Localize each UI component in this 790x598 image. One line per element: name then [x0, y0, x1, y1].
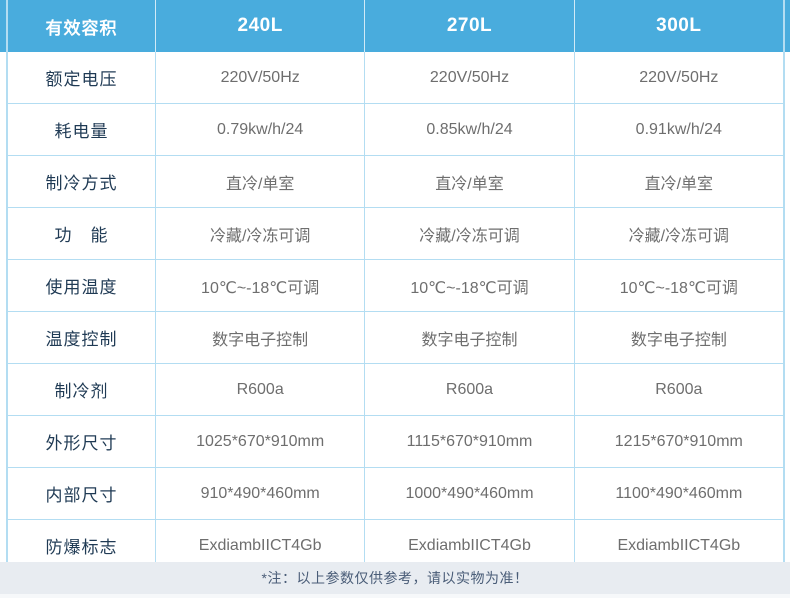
row-value: 0.79kw/h/24: [155, 104, 364, 155]
row-label: 功 能: [54, 226, 109, 245]
row-value: 数字电子控制: [573, 312, 783, 363]
row-value: 直冷/单室: [364, 156, 573, 207]
row-value: 10℃~-18℃可调: [155, 260, 364, 311]
row-value: R600a: [364, 364, 573, 415]
row-value: 冷藏/冷冻可调: [155, 208, 364, 259]
row-value: 10℃~-18℃可调: [364, 260, 573, 311]
header-col-300l: 300L: [573, 0, 783, 52]
row-value: 1115*670*910mm: [364, 416, 573, 467]
row-value: 910*490*460mm: [155, 468, 364, 519]
row-value: ExdiambIICT4Gb: [155, 520, 364, 571]
row-label: 耗电量: [54, 122, 109, 141]
row-value: 220V/50Hz: [573, 52, 783, 103]
table-row: 额定电压 220V/50Hz 220V/50Hz 220V/50Hz: [8, 52, 783, 103]
row-label: 额定电压: [45, 70, 118, 89]
table-row: 制冷剂 R600a R600a R600a: [8, 363, 783, 415]
row-value: 冷藏/冷冻可调: [573, 208, 783, 259]
row-value: 1100*490*460mm: [573, 468, 783, 519]
row-value: 1215*670*910mm: [573, 416, 783, 467]
table-row: 外形尺寸 1025*670*910mm 1115*670*910mm 1215*670…: [8, 415, 783, 467]
row-value: 1025*670*910mm: [155, 416, 364, 467]
row-value: R600a: [573, 364, 783, 415]
row-value: 1000*490*460mm: [364, 468, 573, 519]
table-row: 制冷方式 直冷/单室 直冷/单室 直冷/单室: [8, 155, 783, 207]
table-row: 内部尺寸 910*490*460mm 1000*490*460mm 1100*490*…: [8, 467, 783, 519]
row-value: 220V/50Hz: [364, 52, 573, 103]
row-label: 使用温度: [45, 278, 118, 297]
table-row: 防爆标志 ExdiambIICT4Gb ExdiambIICT4Gb ExdiambI…: [8, 519, 783, 571]
row-value: 直冷/单室: [573, 156, 783, 207]
table-row: 功 能冷藏/冷冻可调 冷藏/冷冻可调 冷藏/冷冻可调: [8, 207, 783, 259]
footer-note: *注：以上参数仅供参考，请以实物为准！: [261, 570, 529, 586]
row-label: 制冷方式: [45, 174, 118, 193]
row-value: 0.85kw/h/24: [364, 104, 573, 155]
table-body: 额定电压 220V/50Hz 220V/50Hz 220V/50Hz 耗电量 0.79kw…: [8, 52, 783, 571]
table-row: 使用温度 10℃~-18℃可调 10℃~-18℃可调 10℃~-18℃可调: [8, 259, 783, 311]
row-value: 10℃~-18℃可调: [573, 260, 783, 311]
row-value: 直冷/单室: [155, 156, 364, 207]
table-row: 耗电量 0.79kw/h/24 0.85kw/h/24 0.91kw/h/24: [8, 103, 783, 155]
row-value: 0.91kw/h/24: [573, 104, 783, 155]
header-col-270l: 270L: [364, 0, 573, 52]
row-value: ExdiambIICT4Gb: [573, 520, 783, 571]
row-label: 外形尺寸: [45, 434, 118, 453]
header-col-240l: 240L: [155, 0, 364, 52]
spec-table: 有效容积 240L 270L 300L 额定电压 220V/50Hz 220V/50…: [6, 0, 785, 573]
table-row: 温度控制 数字电子控制 数字电子控制 数字电子控制: [8, 311, 783, 363]
footer-note-bar: *注：以上参数仅供参考，请以实物为准！: [0, 562, 790, 598]
row-value: 数字电子控制: [155, 312, 364, 363]
row-value: 数字电子控制: [364, 312, 573, 363]
row-label: 防爆标志: [45, 538, 118, 557]
row-label: 制冷剂: [54, 382, 109, 401]
row-value: R600a: [155, 364, 364, 415]
row-value: 220V/50Hz: [155, 52, 364, 103]
table-header-row: 有效容积 240L 270L 300L: [8, 0, 783, 52]
row-label: 内部尺寸: [45, 486, 118, 505]
row-label: 温度控制: [45, 330, 118, 349]
row-value: ExdiambIICT4Gb: [364, 520, 573, 571]
row-value: 冷藏/冷冻可调: [364, 208, 573, 259]
header-capacity-label: 有效容积: [45, 18, 118, 38]
